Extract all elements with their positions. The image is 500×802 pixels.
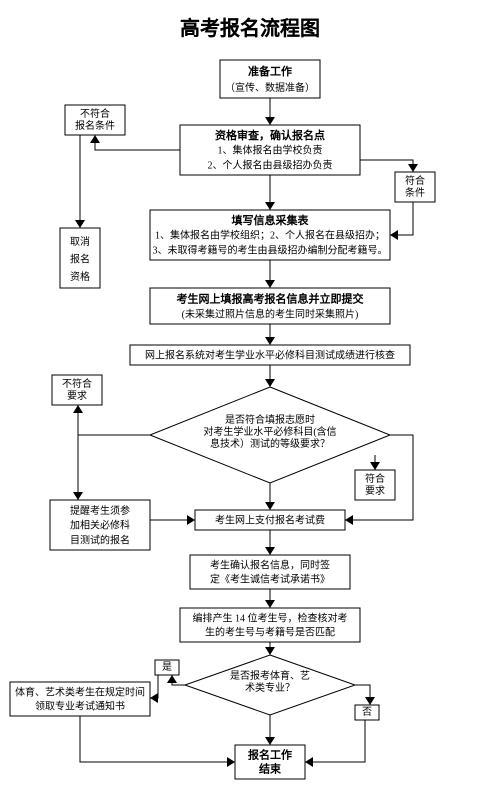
svg-text:资格: 资格 [70, 270, 90, 283]
svg-text:报名: 报名 [70, 252, 90, 265]
svg-text:目测试的报名: 目测试的报名 [70, 533, 130, 546]
svg-text:要求: 要求 [365, 485, 385, 497]
svg-text:条件: 条件 [405, 186, 425, 199]
svg-text:生的考生号与考籍号是否匹配: 生的考生号与考籍号是否匹配 [205, 626, 335, 639]
svg-text:是否符合填报志愿时: 是否符合填报志愿时 [225, 413, 315, 426]
svg-text:要求: 要求 [67, 390, 87, 402]
svg-text:(未采集过照片信息的考生同时采集照片): (未采集过照片信息的考生同时采集照片) [182, 307, 359, 320]
svg-text:高考报名流程图: 高考报名流程图 [180, 16, 320, 40]
svg-text:3、未取得考籍号的考生由县级招办编制分配考籍号。: 3、未取得考籍号的考生由县级招办编制分配考籍号。 [153, 243, 388, 256]
svg-text:考生网上支付报名考试费: 考生网上支付报名考试费 [215, 514, 325, 527]
svg-text:术类专业？: 术类专业？ [245, 681, 295, 694]
svg-text:领取专业考试通知书: 领取专业考试通知书 [35, 700, 125, 713]
svg-text:准备工作: 准备工作 [248, 64, 292, 78]
svg-text:否: 否 [362, 706, 372, 718]
svg-text:报名条件: 报名条件 [75, 119, 115, 132]
svg-text:填写信息采集表: 填写信息采集表 [232, 213, 310, 227]
svg-text:（宣传、数据准备）: （宣传、数据准备） [225, 81, 315, 94]
svg-text:加相关必修科: 加相关必修科 [70, 519, 130, 532]
svg-text:符合: 符合 [405, 174, 425, 187]
svg-text:息技术）测试的等级要求？: 息技术）测试的等级要求？ [210, 437, 330, 450]
svg-text:2、个人报名由县级招办负责: 2、个人报名由县级招办负责 [208, 158, 333, 171]
svg-text:提醒考生须参: 提醒考生须参 [70, 504, 130, 517]
svg-text:报名工作: 报名工作 [248, 747, 292, 761]
svg-text:是否报考体育、艺: 是否报考体育、艺 [230, 669, 310, 682]
svg-text:对考生学业水平必修科目(含信: 对考生学业水平必修科目(含信 [203, 425, 336, 438]
svg-text:体育、艺术类考生在规定时间: 体育、艺术类考生在规定时间 [15, 685, 145, 698]
flowchart: 高考报名流程图高考报名流程图准备工作（宣传、数据准备）资格审查，确认报名点1、集… [0, 0, 500, 802]
svg-text:定《考生诚信考试承诺书》: 定《考生诚信考试承诺书》 [210, 573, 330, 586]
svg-text:网上报名系统对考生学业水平必修科目测试成绩进行核查: 网上报名系统对考生学业水平必修科目测试成绩进行核查 [145, 349, 395, 362]
svg-text:1、集体报名由学校组织；2、个人报名在县级招办；: 1、集体报名由学校组织；2、个人报名在县级招办； [155, 229, 385, 242]
svg-text:考生确认报名信息，同时签: 考生确认报名信息，同时签 [210, 558, 330, 571]
svg-text:结束: 结束 [258, 762, 282, 776]
svg-text:资格审查，确认报名点: 资格审查，确认报名点 [215, 128, 325, 142]
svg-text:是: 是 [162, 661, 172, 673]
svg-text:不符合: 不符合 [62, 377, 92, 390]
svg-text:考生网上填报高考报名信息并立即提交: 考生网上填报高考报名信息并立即提交 [177, 291, 364, 305]
svg-text:编排产生 14 位考生号，检查核对考: 编排产生 14 位考生号，检查核对考 [193, 611, 348, 624]
svg-text:1、集体报名由学校负责: 1、集体报名由学校负责 [218, 144, 323, 157]
svg-text:取消: 取消 [70, 235, 90, 248]
svg-text:不符合: 不符合 [80, 107, 110, 120]
svg-text:符合: 符合 [365, 472, 385, 485]
